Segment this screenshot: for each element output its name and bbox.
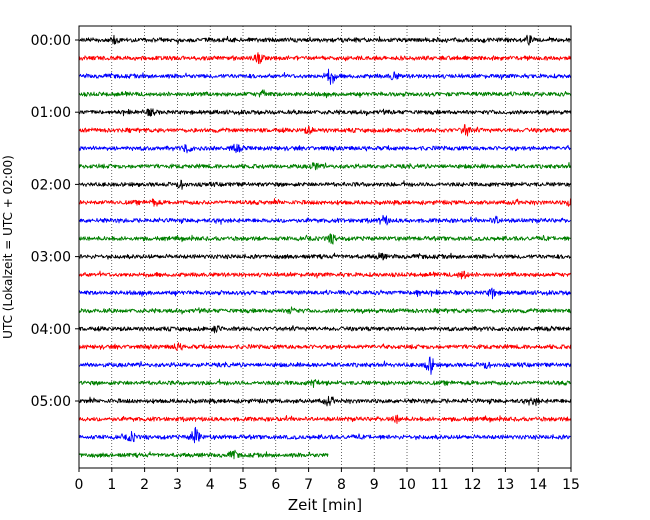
trace-0130	[78, 143, 572, 154]
trace-0230	[78, 214, 572, 226]
trace-0030	[78, 68, 572, 85]
trace-0530	[78, 426, 572, 444]
trace-0000	[78, 34, 572, 46]
x-tick-label: 12	[464, 477, 482, 493]
x-tick-label: 13	[496, 477, 514, 493]
plot-background	[79, 26, 571, 468]
trace-0200	[78, 179, 572, 190]
x-tick-label: 6	[271, 477, 280, 493]
x-tick-label: 8	[337, 477, 346, 493]
plot-frame	[78, 25, 572, 469]
y-axis-ticks: 00:00 01:00 02:00 03:00 04:00 05:00	[31, 33, 79, 410]
y-axis-label: UTC (Lokalzeit = UTC + 02:00)	[1, 155, 15, 339]
trace-0400	[78, 325, 572, 334]
trace-0115	[78, 124, 572, 137]
seismogram-traces	[78, 34, 572, 460]
trace-0045	[78, 89, 572, 99]
x-tick-label: 14	[529, 477, 547, 493]
trace-0330	[78, 287, 572, 300]
x-tick-label: 0	[75, 477, 84, 493]
x-tick-label: 9	[370, 477, 379, 493]
trace-0415	[78, 342, 572, 351]
y-tick-label: 02:00	[31, 177, 71, 193]
trace-0515	[78, 414, 572, 425]
trace-0430	[78, 356, 572, 375]
x-tick-label: 1	[107, 477, 116, 493]
x-tick-label: 3	[173, 477, 182, 493]
trace-0345	[78, 306, 572, 315]
x-axis-ticks: 0 1 2 3 4 5 6 7 8 9 10 11 12 13 14 15	[75, 468, 580, 493]
x-tick-label: 4	[206, 477, 215, 493]
trace-0300	[78, 252, 572, 261]
trace-0445	[78, 378, 572, 389]
trace-0500	[78, 395, 572, 407]
y-tick-label: 01:00	[31, 105, 71, 121]
trace-0245	[78, 233, 572, 245]
trace-0145	[78, 161, 572, 171]
trace-0015	[78, 52, 572, 65]
trace-0100	[78, 108, 572, 117]
x-tick-label: 15	[562, 477, 580, 493]
x-tick-label: 7	[304, 477, 313, 493]
y-tick-label: 04:00	[31, 322, 71, 338]
x-tick-label: 2	[140, 477, 149, 493]
x-tick-label: 5	[239, 477, 248, 493]
trace-0545	[78, 449, 329, 460]
y-tick-label: 05:00	[31, 394, 71, 410]
y-tick-label: 03:00	[31, 250, 71, 266]
x-tick-label: 10	[398, 477, 416, 493]
y-tick-label: 00:00	[31, 33, 71, 49]
x-axis-label: Zeit [min]	[288, 496, 362, 514]
trace-0315	[78, 270, 572, 280]
x-tick-label: 11	[431, 477, 449, 493]
trace-0215	[78, 198, 572, 207]
